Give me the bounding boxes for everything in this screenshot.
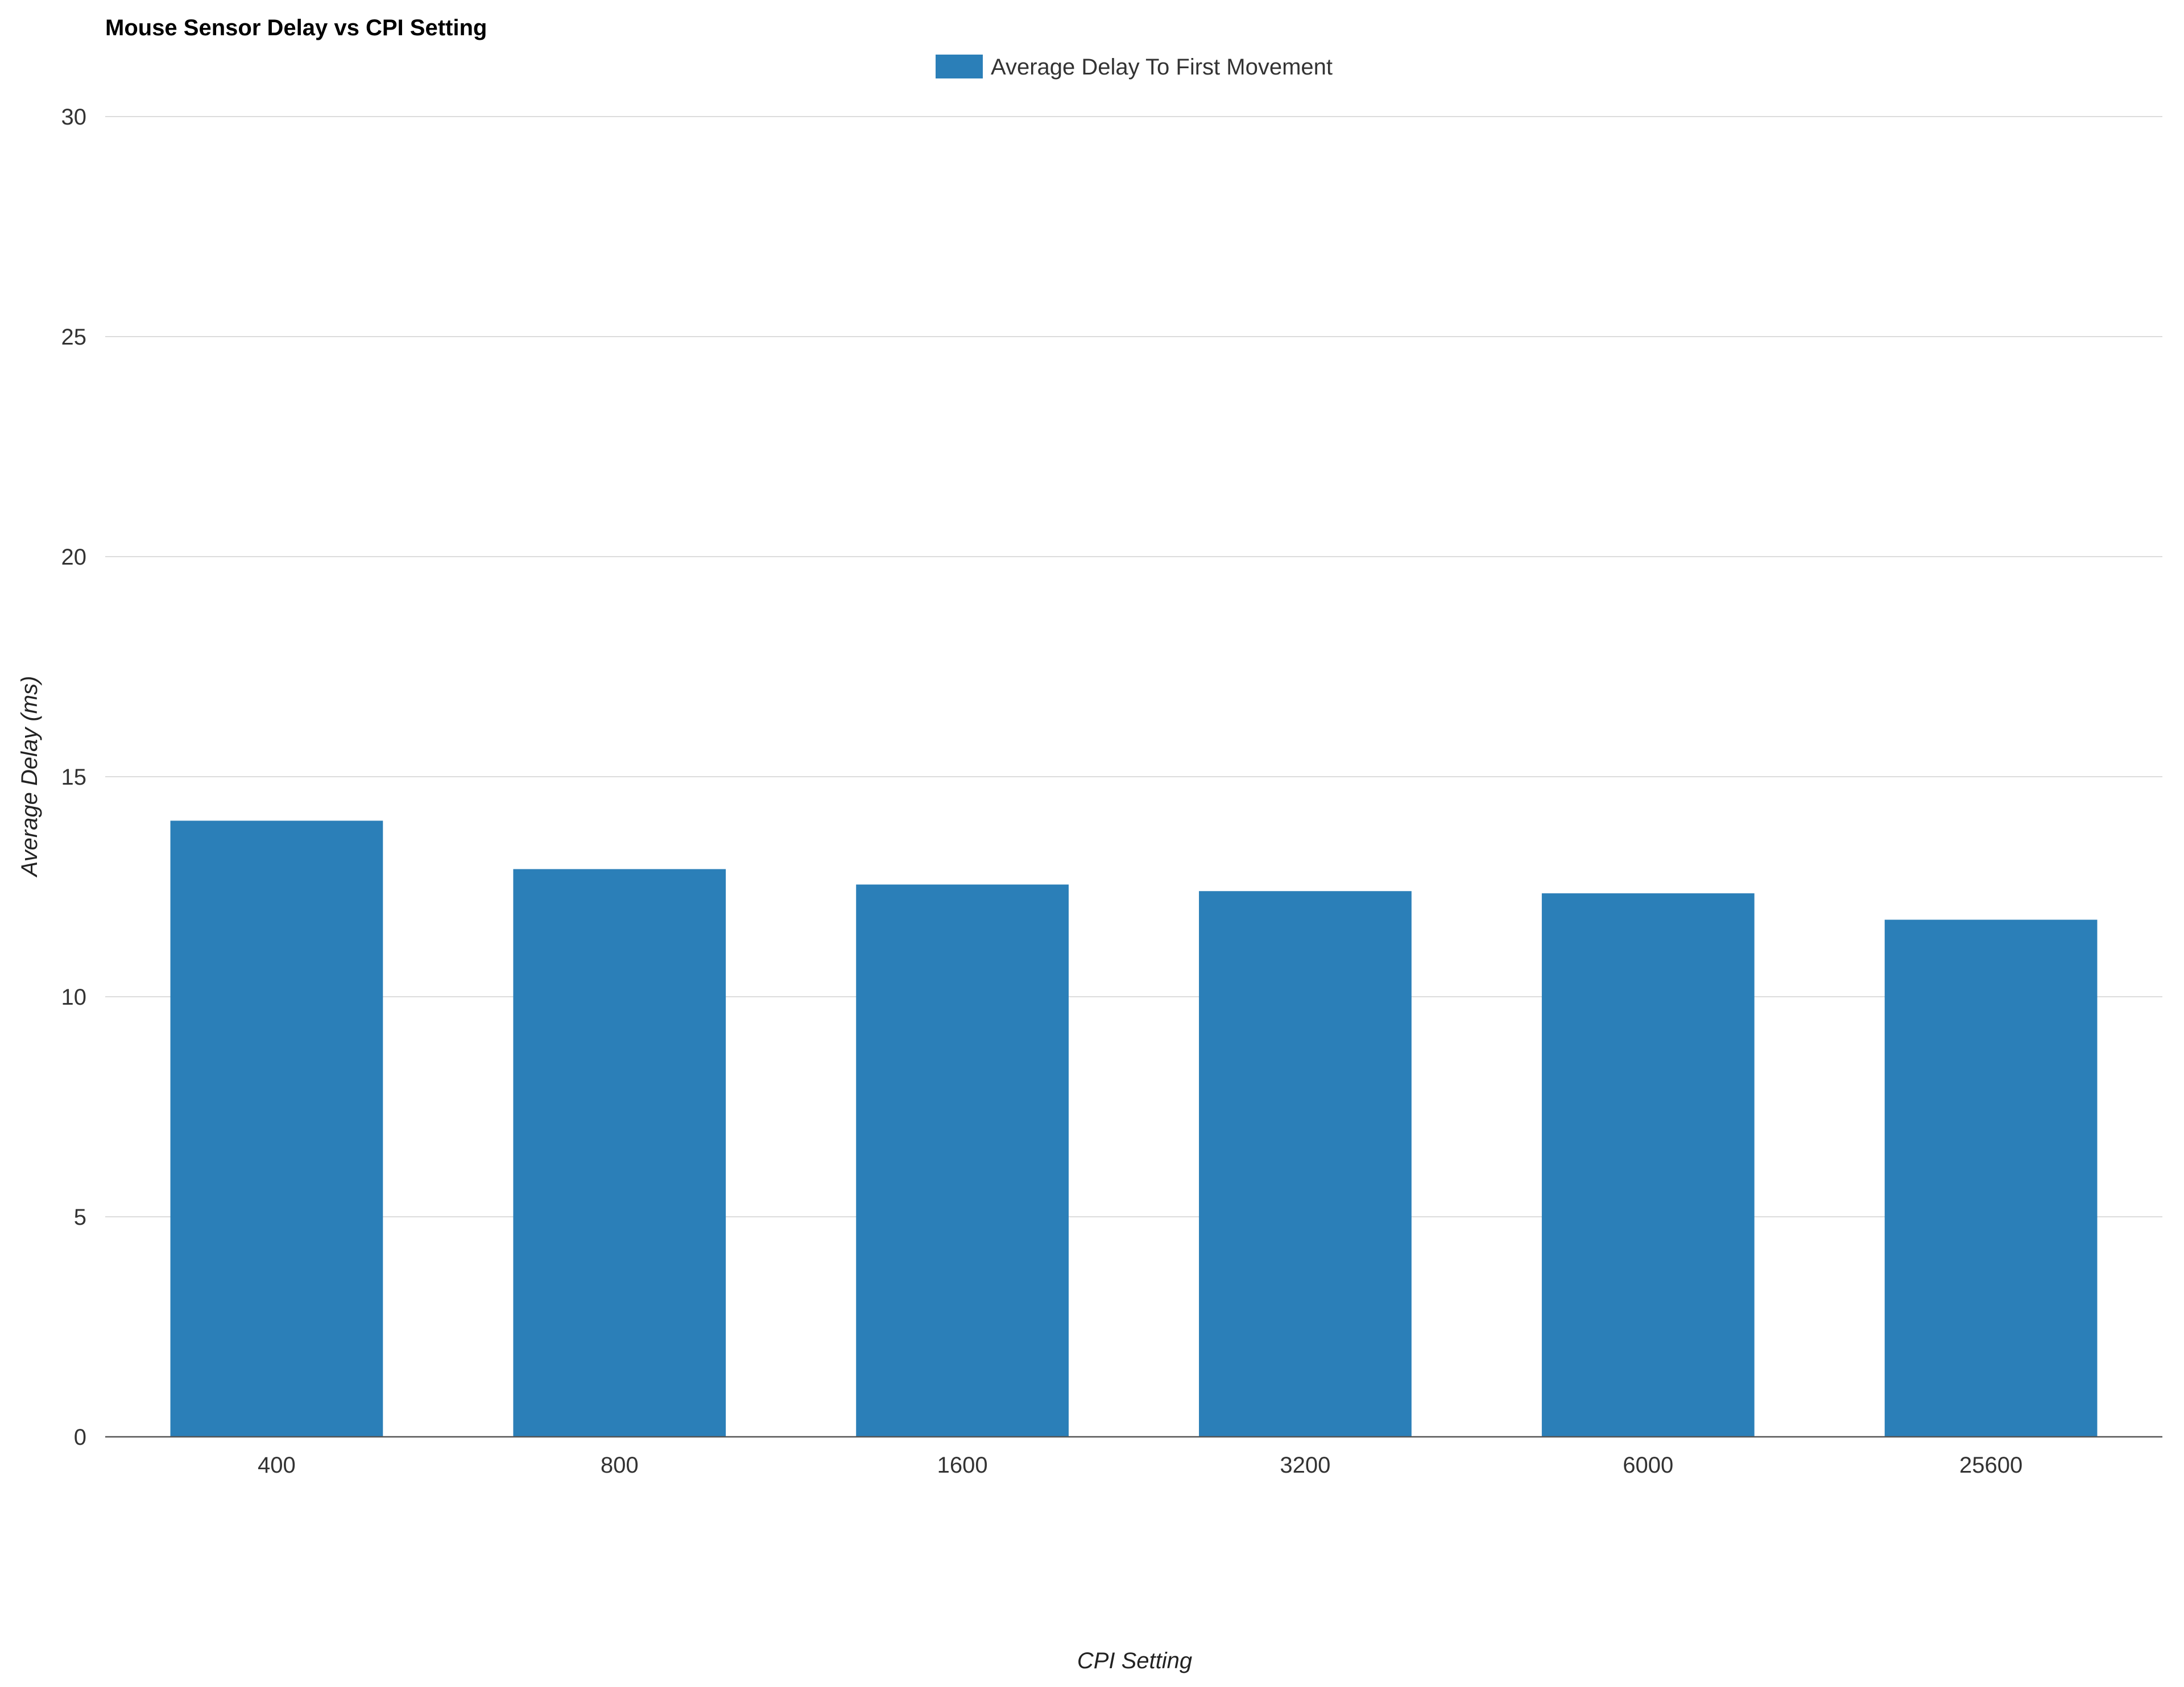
bars — [170, 820, 2098, 1437]
legend-swatch — [936, 55, 983, 78]
y-tick-label: 25 — [61, 325, 87, 350]
y-gridlines — [105, 116, 2162, 1217]
y-tick-label: 15 — [61, 765, 87, 790]
y-tick-label: 0 — [74, 1425, 86, 1450]
y-tick-label: 20 — [61, 545, 87, 570]
x-axis-ticks: 400 800 1600 3200 6000 25600 — [258, 1453, 2022, 1478]
bar-400 — [170, 820, 383, 1437]
bar-6000 — [1541, 893, 1755, 1437]
x-tick-label: 3200 — [1280, 1453, 1330, 1478]
bar-25600 — [1884, 919, 2098, 1437]
x-tick-label: 800 — [601, 1453, 639, 1478]
x-tick-label: 1600 — [937, 1453, 988, 1478]
x-tick-label: 25600 — [1959, 1453, 2022, 1478]
x-tick-label: 6000 — [1623, 1453, 1673, 1478]
x-axis-label: CPI Setting — [1077, 1648, 1192, 1673]
legend-label: Average Delay To First Movement — [991, 55, 1333, 80]
y-tick-label: 10 — [61, 985, 87, 1010]
bar-1600 — [856, 884, 1069, 1437]
x-tick-label: 400 — [258, 1453, 296, 1478]
y-axis-ticks: 0 5 10 15 20 25 30 — [61, 105, 87, 1450]
bar-800 — [513, 869, 726, 1437]
chart-title: Mouse Sensor Delay vs CPI Setting — [105, 15, 487, 40]
bar-3200 — [1199, 891, 1412, 1437]
legend: Average Delay To First Movement — [936, 55, 1333, 80]
y-tick-label: 5 — [74, 1205, 86, 1230]
y-tick-label: 30 — [61, 105, 87, 130]
y-axis-label: Average Delay (ms) — [17, 676, 42, 878]
